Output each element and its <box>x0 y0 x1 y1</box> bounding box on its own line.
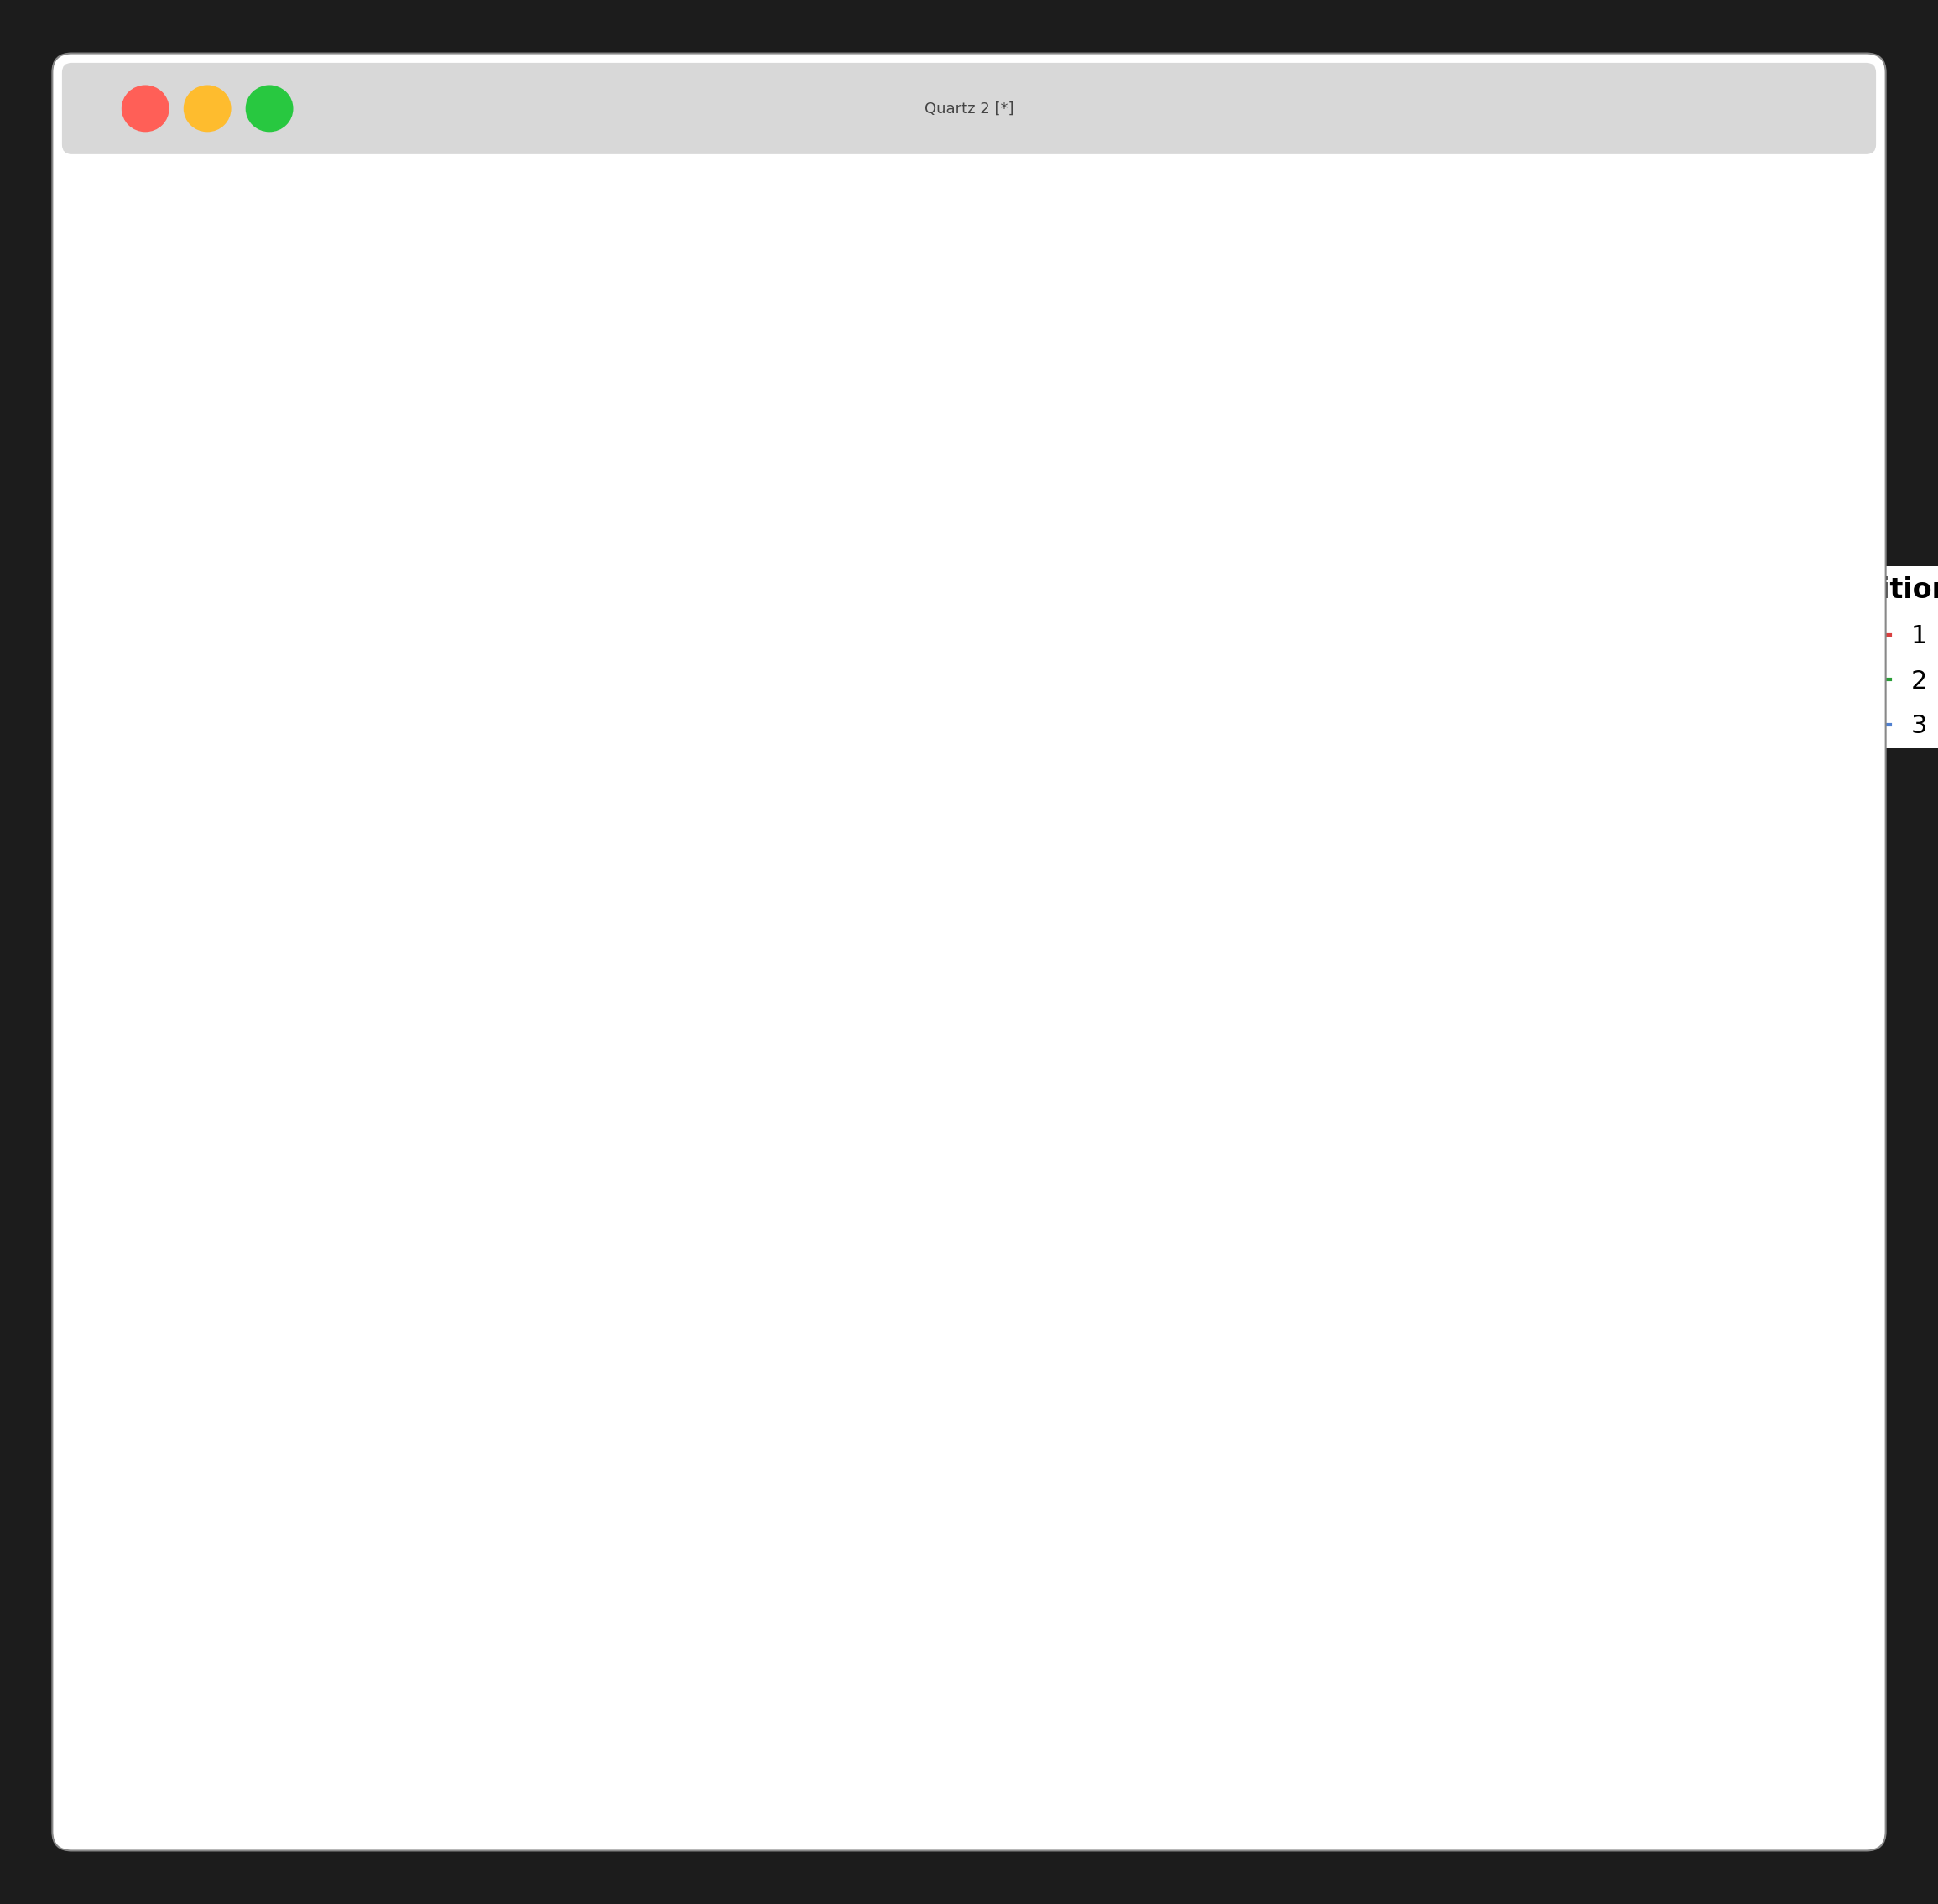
Y-axis label: Ratio YFP/CFP [-]: Ratio YFP/CFP [-] <box>172 878 200 1112</box>
Text: Timeseries; average & 95%CI: Timeseries; average & 95%CI <box>262 253 779 289</box>
Text: Quartz 2 [*]: Quartz 2 [*] <box>924 101 1014 116</box>
Legend: 1, 2, 3: 1, 2, 3 <box>1791 565 1938 748</box>
X-axis label: Time [s]: Time [s] <box>839 1733 953 1761</box>
